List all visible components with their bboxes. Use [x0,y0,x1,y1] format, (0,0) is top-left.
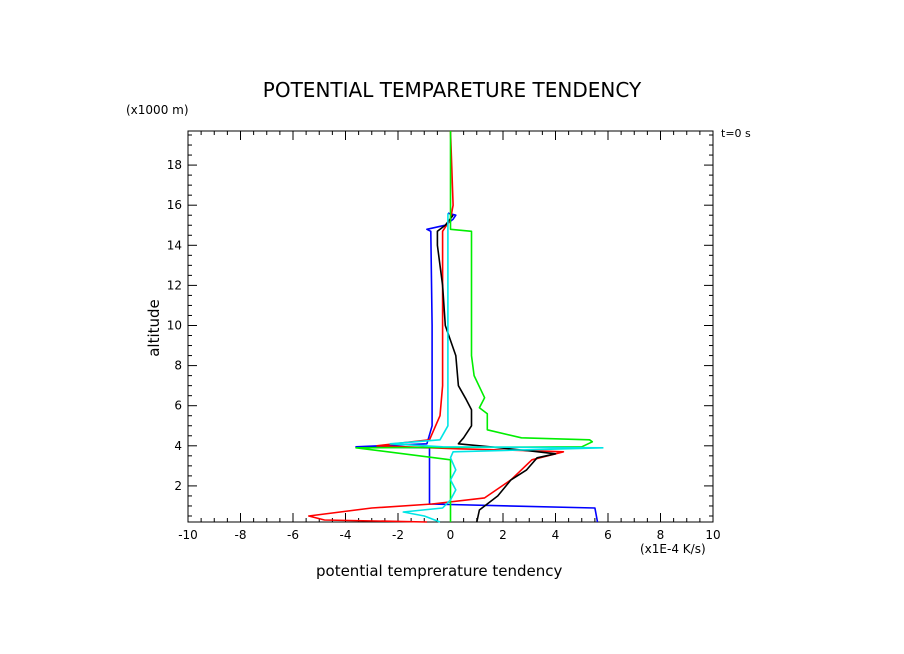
x-tick-label: 4 [552,528,560,542]
x-tick-label: -6 [287,528,299,542]
x-tick-label: 2 [499,528,507,542]
x-axis-label: potential temprerature tendency [316,562,563,580]
x-tick-label: -8 [235,528,247,542]
y-axis-label: altitude [145,299,163,357]
y-axis-unit: (x1000 m) [126,103,189,117]
x-tick-label: 0 [447,528,455,542]
y-tick-label: 14 [167,238,182,252]
y-tick-label: 10 [167,318,182,332]
y-tick-label: 8 [174,359,182,373]
x-tick-label: -4 [340,528,352,542]
x-tick-label: 6 [604,528,612,542]
series-line-1 [355,212,599,523]
x-axis-unit: (x1E-4 K/s) [640,542,706,556]
y-tick-label: 18 [167,158,182,172]
series-line-5 [389,213,604,523]
y-tick-label: 16 [167,198,182,212]
y-tick-label: 6 [174,399,182,413]
series-line-4 [355,131,594,522]
chart-title: POTENTIAL TEMPARETURE TENDENCY [262,78,642,102]
x-tick-label: 10 [705,528,720,542]
y-tick-label: 12 [167,278,182,292]
y-tick-label: 4 [174,439,182,453]
series-line-2 [307,130,565,523]
x-tick-label: -10 [178,528,198,542]
series-line-3 [436,214,557,523]
time-label: t=0 s [721,127,751,140]
x-tick-label: 8 [657,528,665,542]
x-tick-label: -2 [392,528,404,542]
y-tick-label: 2 [174,479,182,493]
